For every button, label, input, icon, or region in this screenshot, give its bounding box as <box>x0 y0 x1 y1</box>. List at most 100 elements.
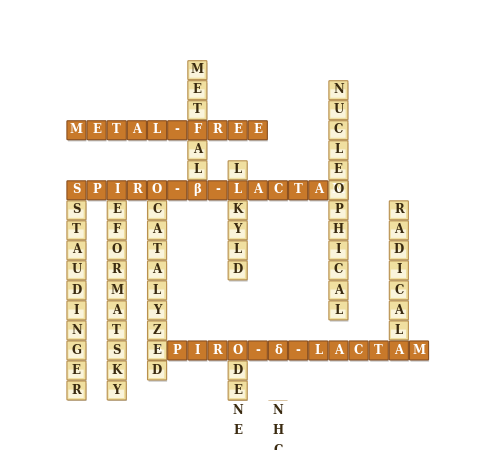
Text: E: E <box>193 83 202 96</box>
FancyBboxPatch shape <box>107 321 126 340</box>
Text: M: M <box>412 343 426 356</box>
FancyBboxPatch shape <box>329 181 348 200</box>
FancyBboxPatch shape <box>149 270 164 278</box>
Text: L: L <box>153 123 161 136</box>
FancyBboxPatch shape <box>149 329 164 338</box>
FancyBboxPatch shape <box>107 301 126 320</box>
FancyBboxPatch shape <box>108 123 127 141</box>
FancyBboxPatch shape <box>230 410 245 418</box>
FancyBboxPatch shape <box>107 261 126 280</box>
FancyBboxPatch shape <box>329 261 348 280</box>
FancyBboxPatch shape <box>109 270 124 278</box>
FancyBboxPatch shape <box>168 341 186 360</box>
FancyBboxPatch shape <box>107 361 126 380</box>
FancyBboxPatch shape <box>148 301 167 320</box>
FancyBboxPatch shape <box>229 403 248 422</box>
FancyBboxPatch shape <box>148 363 167 382</box>
FancyBboxPatch shape <box>149 289 164 298</box>
FancyBboxPatch shape <box>148 201 167 220</box>
Text: -: - <box>175 184 180 196</box>
FancyBboxPatch shape <box>390 323 409 342</box>
Text: D: D <box>152 364 162 377</box>
FancyBboxPatch shape <box>149 230 164 238</box>
Text: O: O <box>152 184 162 196</box>
FancyBboxPatch shape <box>67 281 86 300</box>
FancyBboxPatch shape <box>330 343 348 362</box>
FancyBboxPatch shape <box>108 283 127 302</box>
FancyBboxPatch shape <box>168 183 188 202</box>
FancyBboxPatch shape <box>67 321 86 340</box>
Text: Z: Z <box>153 324 162 337</box>
FancyBboxPatch shape <box>87 121 106 140</box>
FancyBboxPatch shape <box>228 121 247 140</box>
FancyBboxPatch shape <box>330 109 345 118</box>
Text: T: T <box>152 243 162 256</box>
Text: K: K <box>232 203 243 216</box>
FancyBboxPatch shape <box>148 281 167 300</box>
FancyBboxPatch shape <box>188 81 207 99</box>
FancyBboxPatch shape <box>230 390 245 398</box>
FancyBboxPatch shape <box>228 361 247 380</box>
FancyBboxPatch shape <box>68 390 84 398</box>
FancyBboxPatch shape <box>87 181 106 200</box>
FancyBboxPatch shape <box>148 123 167 141</box>
Text: E: E <box>233 383 242 396</box>
FancyBboxPatch shape <box>68 329 84 338</box>
Text: S: S <box>72 203 80 216</box>
FancyBboxPatch shape <box>330 243 348 261</box>
FancyBboxPatch shape <box>108 323 127 342</box>
Text: M: M <box>70 123 83 136</box>
Text: S: S <box>112 343 121 356</box>
FancyBboxPatch shape <box>208 181 227 200</box>
FancyBboxPatch shape <box>270 423 288 442</box>
FancyBboxPatch shape <box>268 401 287 420</box>
Text: A: A <box>394 224 404 236</box>
FancyBboxPatch shape <box>190 169 204 178</box>
FancyBboxPatch shape <box>67 381 86 400</box>
FancyBboxPatch shape <box>148 181 167 200</box>
FancyBboxPatch shape <box>329 161 348 180</box>
FancyBboxPatch shape <box>189 143 208 162</box>
FancyBboxPatch shape <box>108 243 127 261</box>
Text: M: M <box>332 184 345 196</box>
Text: I: I <box>336 243 341 256</box>
FancyBboxPatch shape <box>108 203 127 221</box>
FancyBboxPatch shape <box>390 241 408 260</box>
FancyBboxPatch shape <box>310 343 328 362</box>
Text: U: U <box>72 264 82 276</box>
Text: O: O <box>112 243 122 256</box>
Text: E: E <box>92 123 101 136</box>
FancyBboxPatch shape <box>108 363 127 382</box>
Text: R: R <box>212 123 222 136</box>
FancyBboxPatch shape <box>149 310 164 318</box>
Text: A: A <box>394 303 404 316</box>
Text: A: A <box>314 184 323 196</box>
Text: L: L <box>334 144 342 156</box>
FancyBboxPatch shape <box>229 263 248 282</box>
Text: T: T <box>374 343 383 356</box>
FancyBboxPatch shape <box>390 221 408 240</box>
FancyBboxPatch shape <box>350 343 368 362</box>
FancyBboxPatch shape <box>148 343 167 362</box>
FancyBboxPatch shape <box>107 221 126 240</box>
Text: A: A <box>193 144 202 156</box>
FancyBboxPatch shape <box>370 343 389 362</box>
FancyBboxPatch shape <box>109 209 124 218</box>
FancyBboxPatch shape <box>228 381 247 400</box>
FancyBboxPatch shape <box>228 421 247 440</box>
Text: E: E <box>72 364 81 377</box>
FancyBboxPatch shape <box>329 81 348 99</box>
FancyBboxPatch shape <box>330 270 345 278</box>
FancyBboxPatch shape <box>330 230 345 238</box>
Text: R: R <box>394 203 404 216</box>
FancyBboxPatch shape <box>330 249 345 258</box>
FancyBboxPatch shape <box>250 343 268 362</box>
Text: S: S <box>153 343 162 356</box>
Text: U: U <box>334 104 344 116</box>
FancyBboxPatch shape <box>329 341 348 360</box>
Text: A: A <box>152 264 162 276</box>
FancyBboxPatch shape <box>190 69 204 78</box>
FancyBboxPatch shape <box>148 341 167 360</box>
FancyBboxPatch shape <box>189 63 208 81</box>
Text: L: L <box>193 163 202 176</box>
